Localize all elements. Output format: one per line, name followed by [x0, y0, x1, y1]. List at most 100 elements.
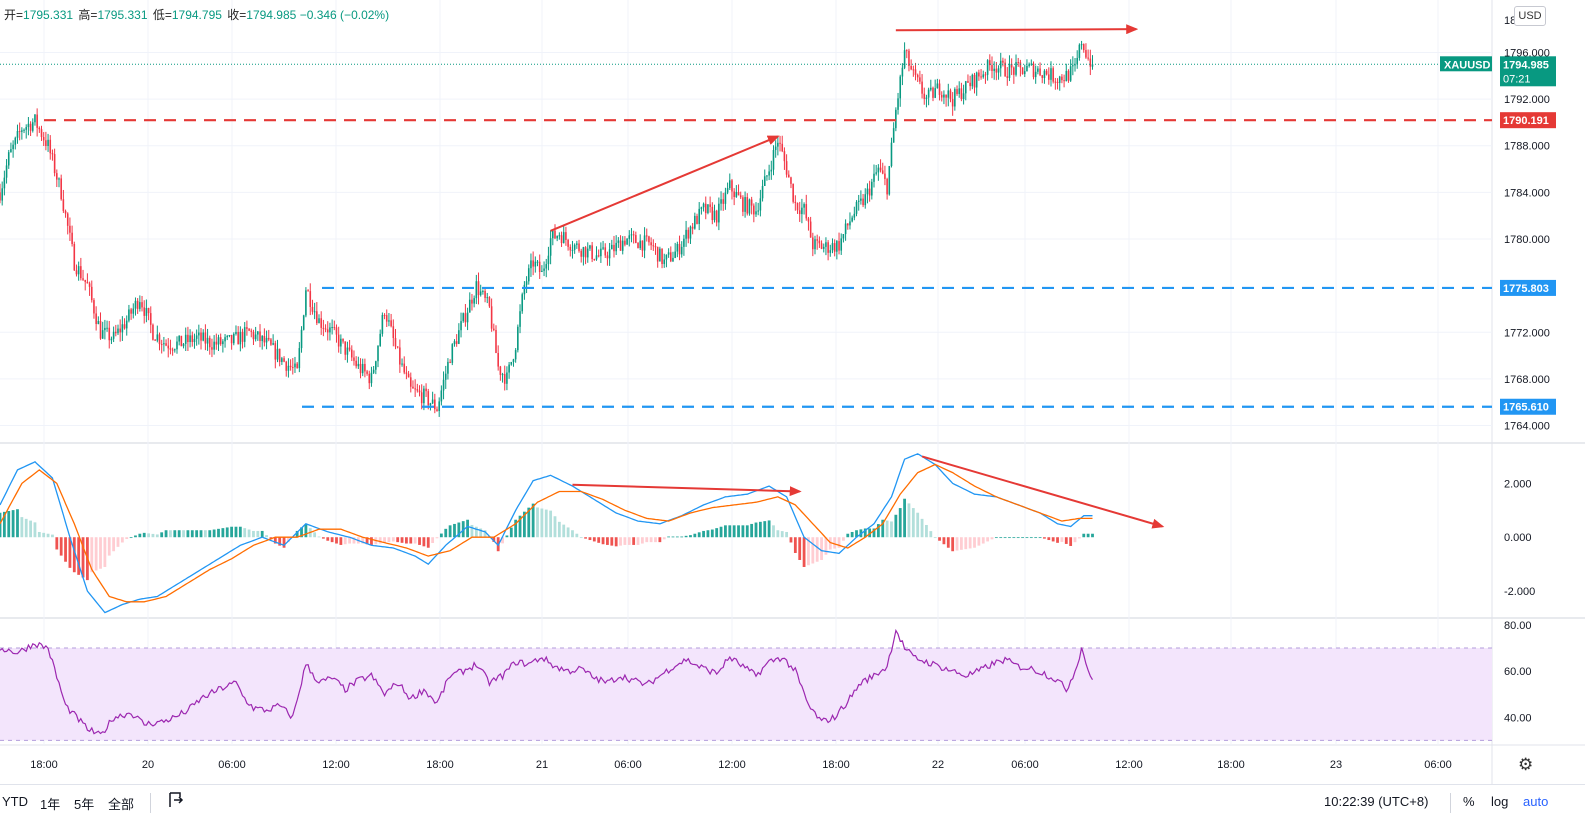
macd-hist-bar: [881, 519, 885, 538]
macd-hist-bar: [601, 537, 605, 545]
candle: [897, 92, 899, 115]
candle-body: [390, 320, 392, 327]
candle: [313, 302, 316, 320]
candle-body: [132, 308, 135, 314]
candle: [536, 259, 539, 267]
candle-body: [18, 131, 21, 133]
candle-body: [283, 358, 285, 362]
candle-body: [997, 68, 1000, 73]
settings-gear-icon[interactable]: ⚙: [1518, 755, 1534, 774]
macd-hist-bar: [654, 537, 657, 543]
candle-body: [936, 83, 939, 89]
candle: [444, 365, 447, 389]
macd-hist-bar: [697, 532, 701, 538]
candle-body: [499, 366, 502, 375]
candle-body: [718, 203, 720, 223]
candle-body: [243, 327, 246, 342]
candle: [1017, 57, 1020, 67]
candle: [1076, 50, 1079, 69]
candle-body: [879, 167, 882, 171]
candle-body: [503, 374, 506, 384]
macd-hist-bar: [820, 537, 823, 560]
macd-hist-bar: [1012, 537, 1016, 539]
candle: [355, 356, 357, 369]
low-label: 低=: [152, 8, 172, 22]
trendlines[interactable]: [550, 24, 1165, 529]
candle-body: [34, 114, 36, 123]
candle-body: [449, 361, 451, 363]
currency-button[interactable]: USD: [1514, 6, 1546, 26]
time-axis[interactable]: 18:00 20 06:00 12:00 18:00 21 06:00 12:00 18:00 2…: [30, 759, 1452, 771]
candle-body: [0, 192, 1, 201]
candle: [174, 348, 176, 353]
candle: [171, 347, 174, 356]
candle-body: [429, 403, 432, 406]
candle: [1056, 78, 1059, 90]
candle-body: [442, 379, 445, 391]
candle: [1069, 59, 1072, 82]
candle-body: [836, 241, 838, 252]
goto-date-icon[interactable]: [168, 791, 186, 812]
candle-body: [964, 81, 967, 94]
macd-hist-bar: [986, 537, 990, 542]
candle: [772, 145, 775, 176]
candle-body: [123, 324, 126, 329]
percent-toggle[interactable]: %: [1463, 794, 1475, 809]
chart-canvas[interactable]: XAUUSD 1794.985 07:21 1790.191 1775.803 1765.…: [0, 0, 1585, 784]
macd-hist-bar: [409, 537, 413, 544]
macd-hist-bar: [99, 537, 102, 569]
level-lines[interactable]: XAUUSD 1794.985 07:21 1790.191 1775.803 1765.…: [0, 56, 1556, 415]
candle-body: [468, 299, 471, 313]
auto-toggle[interactable]: auto: [1523, 794, 1549, 809]
candle-body: [938, 83, 941, 95]
range-1y[interactable]: 1年: [40, 797, 61, 812]
candle: [733, 188, 735, 206]
candle-body: [383, 315, 386, 317]
trendline-arrow: [550, 135, 780, 232]
candle-body: [180, 335, 183, 347]
macd-hist-bar: [894, 514, 898, 538]
ohlc-legend: 开=1795.331 高=1795.331 低=1794.795 收=1794.…: [4, 6, 389, 23]
candle-body: [991, 65, 993, 71]
candle-body: [956, 89, 958, 94]
candle-body: [348, 347, 351, 350]
price-tick-label: 1764.000: [1504, 421, 1550, 433]
range-all[interactable]: 全部: [108, 797, 135, 812]
candle: [145, 299, 148, 323]
candle-body: [309, 291, 312, 307]
candle: [803, 202, 805, 215]
macd-hist-bar: [24, 518, 28, 538]
candle-body: [189, 335, 191, 343]
trendline-arrow: [895, 24, 1139, 35]
candle: [215, 333, 218, 350]
macd-tick-label: 2.000: [1504, 478, 1532, 490]
macd-hist-bar: [370, 537, 373, 545]
macd-hist-bar: [125, 537, 129, 539]
macd-hist-bar: [855, 530, 858, 538]
symbol-badge: [1440, 56, 1492, 72]
candle: [899, 74, 902, 107]
candle: [827, 240, 829, 261]
candle-body: [621, 240, 624, 251]
candle: [726, 182, 729, 195]
candle: [753, 203, 755, 223]
candle: [257, 330, 259, 341]
clock-display[interactable]: 10:22:39 (UTC+8): [1324, 794, 1429, 809]
candle-body: [298, 348, 301, 369]
range-5y[interactable]: 5年: [74, 797, 95, 812]
candle-body: [632, 234, 635, 236]
macd-hist-bar: [400, 537, 404, 543]
candle-body: [115, 331, 117, 334]
candle-body: [27, 123, 30, 128]
macd-hist-bar: [55, 537, 59, 550]
candle: [637, 242, 639, 249]
candle-body: [272, 343, 274, 345]
range-ytd[interactable]: YTD: [2, 794, 28, 809]
candle-body: [193, 338, 196, 343]
candle-body: [388, 320, 390, 322]
candle-body: [606, 255, 609, 259]
candle-body: [728, 180, 731, 189]
candle: [654, 243, 657, 255]
candle-body: [267, 337, 270, 340]
log-toggle[interactable]: log: [1491, 794, 1509, 809]
